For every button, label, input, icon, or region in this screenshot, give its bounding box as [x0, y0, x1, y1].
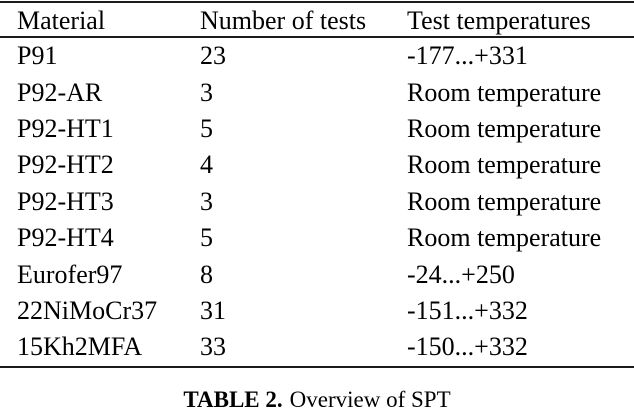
- cell-test-temperatures: Room temperature: [407, 223, 602, 253]
- table-header-row: Material Number of tests Test temperatur…: [0, 2, 634, 38]
- cell-number-of-tests: 23: [200, 41, 226, 71]
- cell-number-of-tests: 3: [200, 77, 213, 107]
- cell-material: 22NiMoCr37: [17, 295, 158, 325]
- cell-number-of-tests: 4: [200, 150, 213, 180]
- cell-material: 15Kh2MFA: [17, 332, 143, 362]
- cell-test-temperatures: Room temperature: [407, 186, 602, 216]
- cell-number-of-tests: 5: [200, 113, 213, 143]
- cell-material: P92-HT3: [17, 186, 114, 216]
- cell-number-of-tests: 8: [200, 259, 213, 289]
- cell-test-temperatures: Room temperature: [407, 150, 602, 180]
- cell-material: P92-HT4: [17, 223, 114, 253]
- cell-test-temperatures: -177...+331: [407, 41, 528, 71]
- cell-material: P91: [17, 41, 58, 71]
- table-row: P92-HT2 4 Room temperature: [0, 147, 634, 183]
- cell-number-of-tests: 5: [200, 223, 213, 253]
- cell-material: Eurofer97: [17, 259, 123, 289]
- cell-number-of-tests: 33: [200, 332, 226, 362]
- table-row: P91 23 -177...+331: [0, 37, 634, 74]
- cell-test-temperatures: -24...+250: [407, 259, 515, 289]
- table-row: 22NiMoCr37 31 -151...+332: [0, 293, 634, 329]
- column-header-test-temperatures: Test temperatures: [407, 2, 634, 38]
- table-row: P92-HT1 5 Room temperature: [0, 111, 634, 147]
- cell-test-temperatures: Room temperature: [407, 77, 602, 107]
- table-caption: TABLE 2. Overview of SPT: [0, 387, 634, 413]
- cell-material: P92-HT1: [17, 113, 114, 143]
- table-row: Eurofer97 8 -24...+250: [0, 256, 634, 292]
- column-header-number-of-tests: Number of tests: [200, 2, 407, 38]
- cell-number-of-tests: 3: [200, 186, 213, 216]
- cell-number-of-tests: 31: [200, 295, 226, 325]
- cell-material: P92-HT2: [17, 150, 114, 180]
- table-row: P92-AR 3 Room temperature: [0, 74, 634, 110]
- cell-test-temperatures: -151...+332: [407, 295, 528, 325]
- table-row: 15Kh2MFA 33 -150...+332: [0, 329, 634, 366]
- cell-material: P92-AR: [17, 77, 103, 107]
- cell-test-temperatures: Room temperature: [407, 113, 602, 143]
- cell-test-temperatures: -150...+332: [407, 332, 528, 362]
- table-row: P92-HT4 5 Room temperature: [0, 220, 634, 256]
- column-header-material: Material: [0, 2, 200, 38]
- spt-overview-table: Material Number of tests Test temperatur…: [0, 1, 634, 368]
- table-row: P92-HT3 3 Room temperature: [0, 184, 634, 220]
